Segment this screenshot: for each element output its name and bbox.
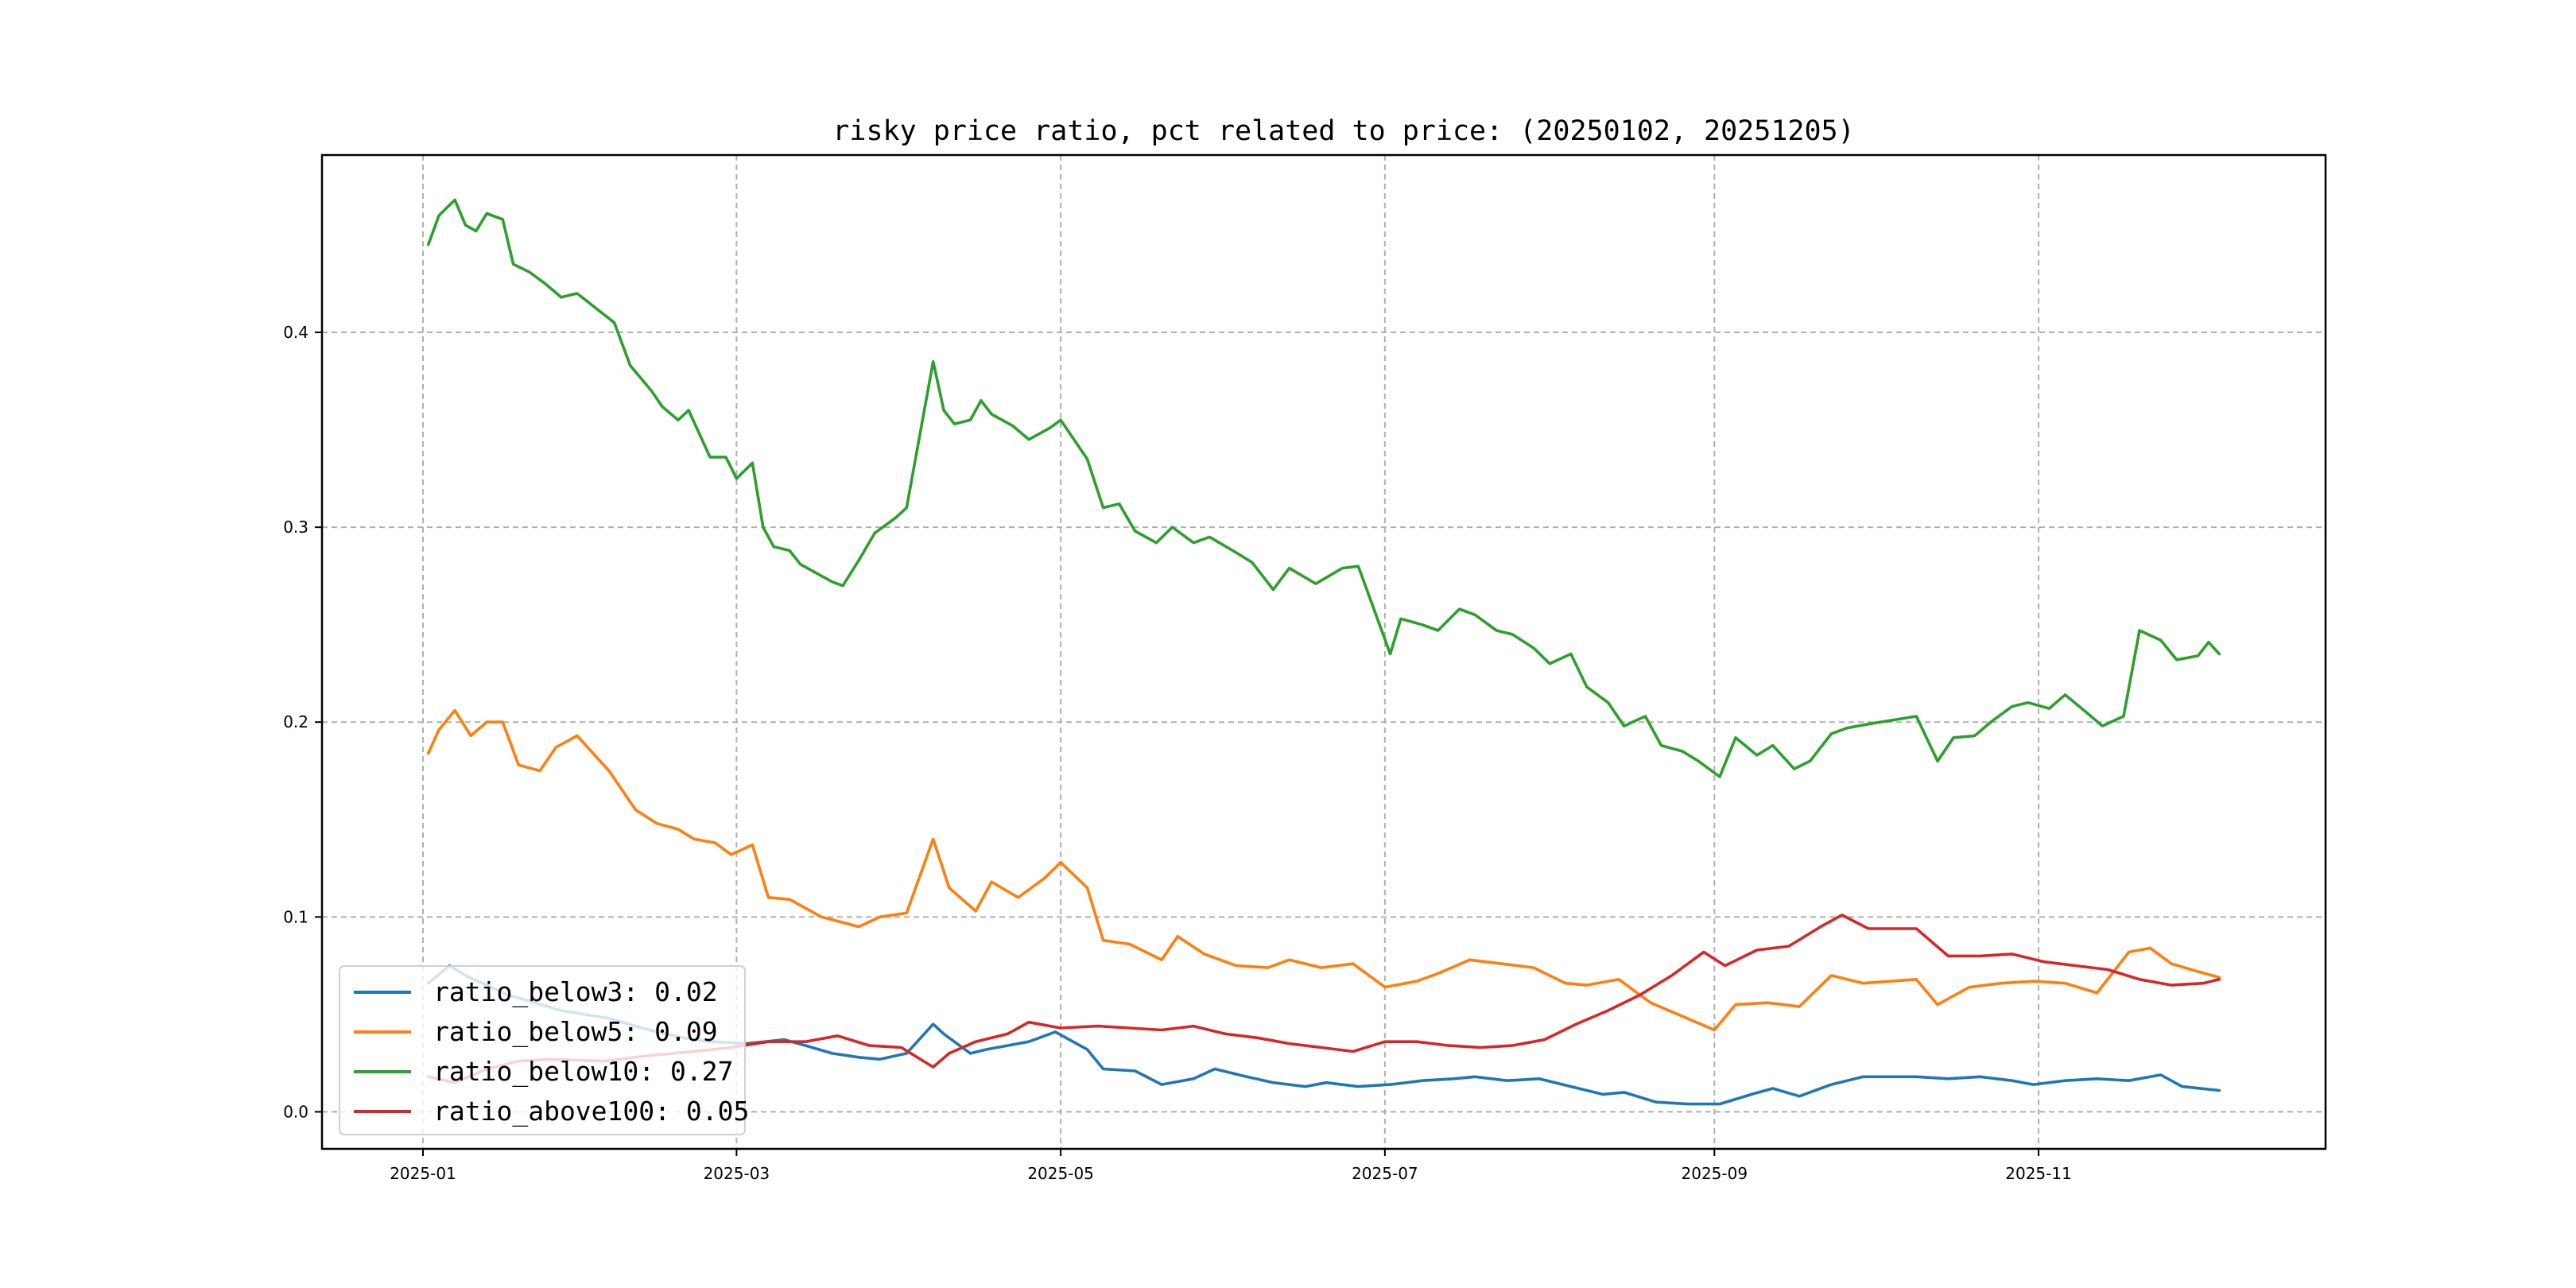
chart-title: risky price ratio, pct related to price:… <box>832 115 1854 147</box>
axes: 2025-01 2025-03 2025-05 2025-07 2025-09 2025-… <box>283 323 2072 1183</box>
x-tick-label: 2025-09 <box>1682 1164 1748 1183</box>
x-tick-label: 2025-01 <box>390 1164 456 1183</box>
y-tick-label: 0.3 <box>283 518 308 537</box>
series-lines <box>426 198 2221 1106</box>
legend-label-ratio-below5: ratio_below5: 0.09 <box>433 1016 718 1048</box>
legend-box <box>339 965 746 1135</box>
legend-label-ratio-below10: ratio_below10: 0.27 <box>433 1056 734 1088</box>
x-tick-label: 2025-11 <box>2005 1164 2072 1183</box>
legend-label-ratio-above100: ratio_above100: 0.05 <box>433 1096 749 1127</box>
plot-frame <box>320 153 2327 1150</box>
x-tick-label: 2025-07 <box>1352 1164 1418 1183</box>
legend-label-ratio-below3: ratio_below3: 0.02 <box>433 976 718 1008</box>
x-tick-label: 2025-03 <box>704 1164 770 1183</box>
series-line-ratio-below10 <box>426 198 2221 778</box>
legend: ratio_below3: 0.02 ratio_below5: 0.09 rati… <box>339 965 749 1135</box>
y-tick-label: 0.1 <box>283 907 308 926</box>
x-tick-label: 2025-05 <box>1027 1164 1094 1183</box>
series-line-ratio-below5 <box>426 708 2221 1032</box>
y-tick-label: 0.2 <box>283 712 308 731</box>
y-tick-label: 0.4 <box>283 323 308 342</box>
series-line-ratio-above100 <box>426 914 2221 1084</box>
y-tick-label: 0.0 <box>283 1102 308 1121</box>
